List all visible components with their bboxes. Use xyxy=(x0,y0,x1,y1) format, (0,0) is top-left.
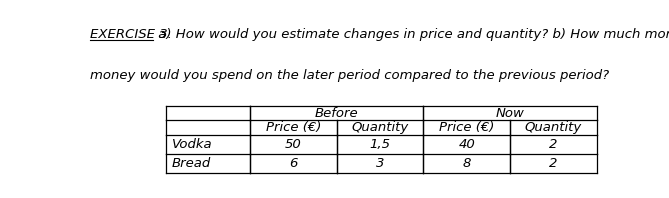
Text: Bread: Bread xyxy=(172,157,211,170)
Text: 40: 40 xyxy=(458,138,475,151)
Text: Price (€): Price (€) xyxy=(266,121,321,134)
Text: money would you spend on the later period compared to the previous period?: money would you spend on the later perio… xyxy=(90,69,609,83)
Text: 50: 50 xyxy=(285,138,302,151)
Text: 2: 2 xyxy=(549,138,558,151)
Text: 3: 3 xyxy=(376,157,384,170)
Text: Quantity: Quantity xyxy=(525,121,582,134)
Text: 8: 8 xyxy=(462,157,471,170)
Text: Price (€): Price (€) xyxy=(439,121,494,134)
Text: 2: 2 xyxy=(549,157,558,170)
Text: Now: Now xyxy=(496,107,524,120)
Text: a) How would you estimate changes in price and quantity? b) How much more: a) How would you estimate changes in pri… xyxy=(154,28,669,41)
Text: EXERCISE 3.: EXERCISE 3. xyxy=(90,28,172,41)
Text: Vodka: Vodka xyxy=(172,138,212,151)
Text: 6: 6 xyxy=(289,157,298,170)
Text: Quantity: Quantity xyxy=(351,121,409,134)
Text: 1,5: 1,5 xyxy=(369,138,391,151)
Text: Before: Before xyxy=(315,107,359,120)
